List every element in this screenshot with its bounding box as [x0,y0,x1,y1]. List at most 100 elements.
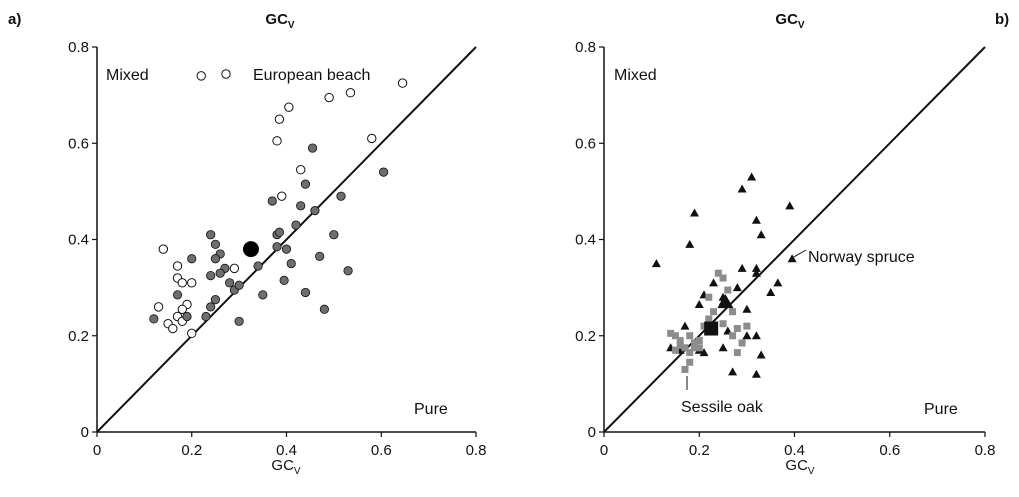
norway-spruce-point [742,331,752,340]
european-beach-grey-point [279,275,289,286]
norway-spruce-point [751,331,761,340]
norway-spruce-point [751,268,761,277]
european-beach-grey-point [310,206,320,216]
sessile-oak-point [681,365,689,373]
european-beach-open-point [168,323,178,334]
norway-spruce-point [742,304,752,313]
sessile-oak-point [710,308,718,316]
european-beach-open-point [397,78,408,88]
panel-a-y-tick-label: 0.6 [68,135,89,152]
sessile-oak-point [729,332,737,340]
european-beach-grey-point [215,268,225,278]
european-beach-grey-point [300,179,311,189]
sessile-oak-point [686,349,694,357]
norway-spruce-point [651,259,661,268]
european-beach-open-point [153,302,164,312]
panel-b-x-tick-label: 0.2 [689,442,710,459]
european-beach-grey-point [307,143,318,153]
european-beach-open-point [158,244,169,254]
european-beach-open-point [367,133,377,144]
sessile-oak-point [700,322,708,330]
panel-a-species-label: European beach [253,67,370,84]
norway-spruce-point [756,230,766,239]
panel-a-y-tick-label: 0 [81,424,89,441]
norway-spruce-mean-point [717,294,734,309]
sessile-oak-point [695,344,703,352]
european-beach-grey-point [296,201,306,211]
panel-a-x-tick-label: 0 [93,442,101,459]
european-beach-open-point [324,92,334,103]
european-beach-open-point [196,71,206,81]
sessile-oak-point [743,322,751,330]
european-beach-grey-point [210,239,221,249]
panel-a-points [149,69,408,339]
panel-b-one-to-one-line [603,46,986,433]
panel-b-x-tick-label: 0 [600,442,608,459]
norway-spruce-point [699,348,709,357]
norway-spruce-point [737,184,747,193]
norway-spruce-point [680,321,690,330]
panel-b: b) GCV 00.20.40.60.80 0.2 0.4 0.6 0.8 Mixed … [575,11,1009,477]
panel-a-x-tick-label: 0.2 [181,442,202,459]
european-beach-open-point [172,261,183,271]
sessile-oak-point [667,329,675,337]
sessile-oak-point [681,344,689,352]
panel-b-y-tick-label: 0.6 [575,135,596,152]
european-beach-grey-point [206,302,216,312]
panel-a-x-title: GCV [271,457,301,477]
european-beach-grey-point [272,242,282,252]
european-beach-grey-point [315,251,325,261]
panel-b-y-tick-label: 0.4 [575,232,596,249]
european-beach-mean-point [242,241,259,258]
panel-b-x-title: GCV [785,457,815,477]
european-beach-grey-point [343,266,353,276]
european-beach-grey-point [300,287,311,298]
norway-spruce-point [694,299,704,308]
european-beach-grey-point [201,311,211,322]
sessile-oak-mean-point [704,321,719,336]
norway-spruce-point [751,215,761,224]
panel-b-x-tick-label: 0.4 [784,442,805,459]
panel-a-top-title: GCV [265,11,295,31]
panel-b-x-tick-label: 0.8 [975,442,996,459]
european-beach-open-point [277,191,287,201]
norway-spruce-point [785,201,795,210]
european-beach-open-point [284,102,294,112]
panel-b-y-tick-label: 0 [588,424,596,441]
european-beach-grey-point [319,304,329,314]
european-beach-grey-point [182,311,192,322]
panel-b-label: b) [995,11,1009,28]
sessile-oak-point [729,308,737,316]
sessile-oak-point [733,349,741,357]
european-beach-grey-point [274,227,284,237]
european-beach-grey-point [234,280,244,290]
panel-b-mixed-label: Mixed [614,67,657,84]
norway-spruce-point [766,287,776,296]
panel-a-x-tick-label: 0.4 [276,442,297,459]
panel-a-mixed-label: Mixed [106,67,149,84]
european-beach-open-point [177,278,187,288]
panel-b-ticks: 0 0.2 0.4 0.6 0.8 0 0.2 0.4 0.6 0.8 [575,39,995,459]
panel-b-norway-spruce-label: Norway spruce [808,249,915,266]
european-beach-open-point [296,165,306,175]
norway-spruce-point [718,343,728,352]
norway-spruce-point [689,208,699,217]
european-beach-open-point [274,114,285,124]
sessile-oak-point [690,344,698,352]
panel-b-y-tick-label: 0.2 [575,328,596,345]
european-beach-grey-point [210,295,221,305]
norway-spruce-point [685,239,695,248]
norway-spruce-point [751,263,761,272]
european-beach-open-point [272,136,282,146]
sessile-oak-point [714,269,722,277]
european-beach-grey-point [210,254,221,264]
panel-a-y-tick-label: 0.8 [68,39,89,56]
panel-a-one-to-one-line [96,46,477,433]
european-beach-grey-point [267,196,277,206]
sessile-oak-point [719,320,727,328]
panel-a-ticks: 0 0.2 0.4 0.6 0.8 0 0.2 0.4 0.6 0.8 [68,39,486,459]
sessile-oak-point [719,274,727,282]
norway-spruce-point [709,278,719,287]
norway-spruce-point [756,350,766,359]
